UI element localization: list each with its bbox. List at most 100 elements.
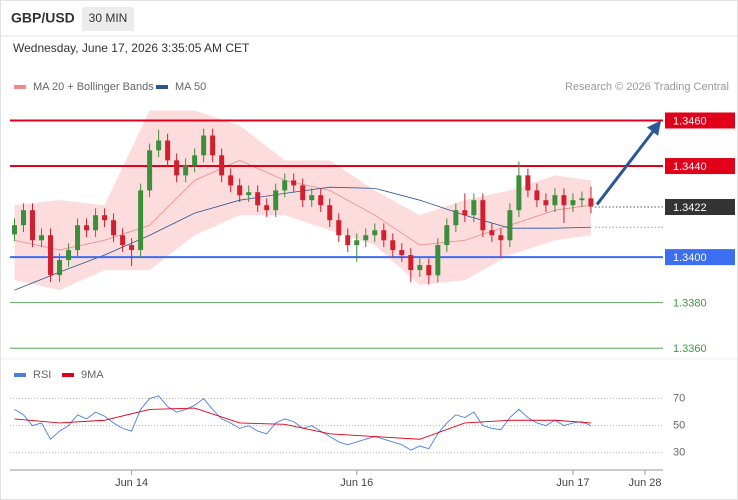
candle-body [138,190,144,251]
legend-label: RSI [33,369,51,381]
candle-body [75,225,81,251]
x-tick-label: Jun 16 [340,477,373,489]
level-box [665,112,735,129]
forecast-arrowhead [646,120,661,136]
candle-body [372,230,378,236]
timestamp: Wednesday, June 17, 2026 3:35:05 AM CET [13,41,250,55]
candle-body [489,230,495,236]
rsi-tick-label: 70 [673,392,685,404]
credit: Research © 2026 Trading Central [565,81,729,93]
candle-body [237,185,243,196]
rsi-tick-label: 30 [673,447,685,459]
candle-body [30,210,36,241]
candle-body [363,235,369,241]
candle-body [192,155,198,166]
candle-body [561,195,567,206]
candle-body [21,210,27,226]
level-box [665,199,735,216]
candle-body [498,235,504,241]
legend-swatch [14,85,26,89]
legend-swatch [62,373,74,377]
candle-body [12,225,18,235]
candle-body [399,250,405,256]
candle-body [480,200,486,231]
candle-body [201,135,207,156]
rsi-ma-line [14,407,591,440]
symbol: GBP/USD [11,10,75,26]
candle-body [579,198,585,201]
candle-body [318,195,324,206]
legend-swatch [156,85,168,89]
candle-body [327,205,333,221]
candle-body [165,140,171,161]
legend-label: 9MA [81,369,104,381]
candle-body [543,200,549,206]
candle-body [507,210,513,241]
candle-body [111,220,117,236]
legend-label: MA 20 + Bollinger Bands [33,81,154,93]
candle-body [435,245,441,276]
candle-body [228,175,234,186]
candle-body [408,255,414,271]
candle-body [516,175,522,211]
candle-body [309,195,315,201]
level-label: 1.3380 [673,298,707,310]
candle-body [525,175,531,191]
candle-body [426,265,432,276]
forecast-arrow [595,130,655,206]
level-label: 1.3400 [673,252,707,264]
level-box [665,249,735,266]
candle-body [93,215,99,231]
candle-body [120,235,126,246]
legend-swatch [14,373,26,377]
candle-body [570,200,576,206]
candle-body [381,230,387,241]
level-label: 1.3422 [673,202,707,214]
candle-body [354,240,360,246]
ma50-line [14,186,591,291]
candle-body [291,180,297,186]
x-tick-label: Jun 28 [628,477,661,489]
level-label: 1.3460 [673,115,707,127]
candle-body [129,245,135,251]
candle-body [273,190,279,211]
candle-body [48,235,54,276]
candle-body [282,180,288,191]
candle-body [417,265,423,271]
candle-body [219,155,225,176]
candle-body [471,200,477,216]
x-tick-label: Jun 17 [556,477,589,489]
candle-body [588,198,594,207]
candle-body [174,160,180,176]
candle-body [66,250,72,261]
candle-body [183,165,189,176]
interval-box[interactable] [82,7,134,31]
rsi-tick-label: 50 [673,420,685,432]
level-box [665,158,735,175]
candle-body [462,210,468,216]
candle-body [336,220,342,236]
candle-body [552,195,558,206]
candle-body [453,210,459,226]
x-tick-label: Jun 14 [115,477,148,489]
candle-body [345,235,351,246]
candle-body [264,205,270,211]
level-label: 1.3440 [673,161,707,173]
candle-body [210,135,216,156]
interval[interactable]: 30 MIN [89,11,128,25]
candle-body [147,150,153,191]
candle-body [156,140,162,151]
candle-body [444,225,450,246]
candle-body [534,190,540,201]
candle-body [84,225,90,231]
candle-body [390,240,396,251]
level-label: 1.3360 [673,343,707,355]
candle-body [255,192,261,206]
candle-body [102,215,108,221]
candle-body [300,185,306,201]
ma20-line [14,159,591,251]
candle-body [39,235,45,241]
legend-label: MA 50 [175,81,206,93]
candle-body [57,260,63,276]
